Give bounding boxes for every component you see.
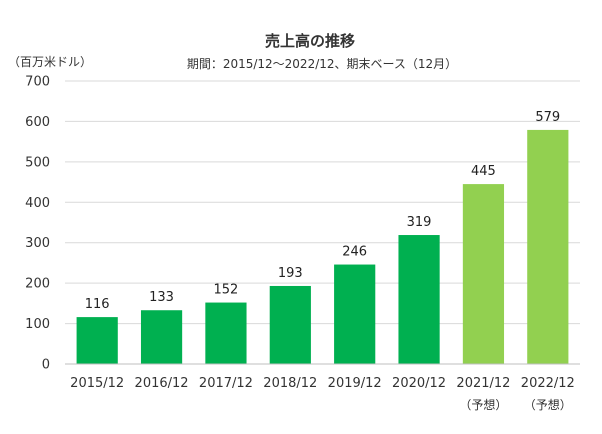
bars bbox=[76, 129, 569, 364]
data-label: 579 bbox=[535, 110, 560, 125]
data-label: 133 bbox=[149, 290, 174, 305]
x-tick-label: 2022/12 bbox=[521, 376, 575, 391]
bar bbox=[398, 235, 440, 364]
bar bbox=[527, 129, 569, 364]
y-tick-label: 0 bbox=[42, 358, 50, 373]
y-tick-label: 300 bbox=[25, 236, 50, 251]
x-tick-label: 2016/12 bbox=[135, 376, 189, 391]
y-axis-unit-label: （百万米ドル） bbox=[8, 55, 92, 69]
y-tick-label: 200 bbox=[25, 277, 50, 292]
data-label: 246 bbox=[342, 245, 367, 260]
gridlines bbox=[65, 80, 580, 325]
y-tick-label: 100 bbox=[25, 317, 50, 332]
x-tick-label: 2017/12 bbox=[199, 376, 253, 391]
bar bbox=[76, 317, 118, 364]
x-tick-label: 2015/12 bbox=[70, 376, 124, 391]
y-tick-label: 400 bbox=[25, 196, 50, 211]
y-tick-label: 600 bbox=[25, 115, 50, 130]
bar bbox=[269, 285, 311, 364]
chart-title: 売上高の推移 bbox=[265, 32, 355, 50]
x-tick-label: 2019/12 bbox=[328, 376, 382, 391]
data-label: 319 bbox=[407, 215, 432, 230]
x-tick-label: 2021/12 bbox=[456, 376, 510, 391]
bar bbox=[140, 310, 183, 364]
data-label: 116 bbox=[85, 297, 110, 312]
x-tick-note: （予想） bbox=[459, 397, 507, 412]
y-tick-label: 700 bbox=[25, 75, 50, 90]
x-tick-note: （予想） bbox=[524, 397, 572, 412]
data-label: 445 bbox=[471, 164, 496, 179]
bar bbox=[462, 184, 505, 364]
x-tick-label: 2020/12 bbox=[392, 376, 446, 391]
data-labels: 116 133 152 193 246 319 445 579 bbox=[85, 110, 560, 312]
y-tick-label: 500 bbox=[25, 155, 50, 170]
bar bbox=[205, 302, 247, 364]
bar bbox=[334, 264, 376, 364]
x-tick-label: 2018/12 bbox=[263, 376, 317, 391]
data-label: 193 bbox=[278, 266, 303, 281]
x-axis-ticks: 2015/12 2016/12 2017/12 2018/12 2019/12 2020/… bbox=[70, 376, 575, 412]
y-axis-ticks: 0 100 200 300 400 500 600 700 bbox=[25, 75, 50, 373]
data-label: 152 bbox=[214, 283, 239, 298]
chart-subtitle: 期間：2015/12～2022/12、期末ベース（12月） bbox=[187, 57, 457, 71]
